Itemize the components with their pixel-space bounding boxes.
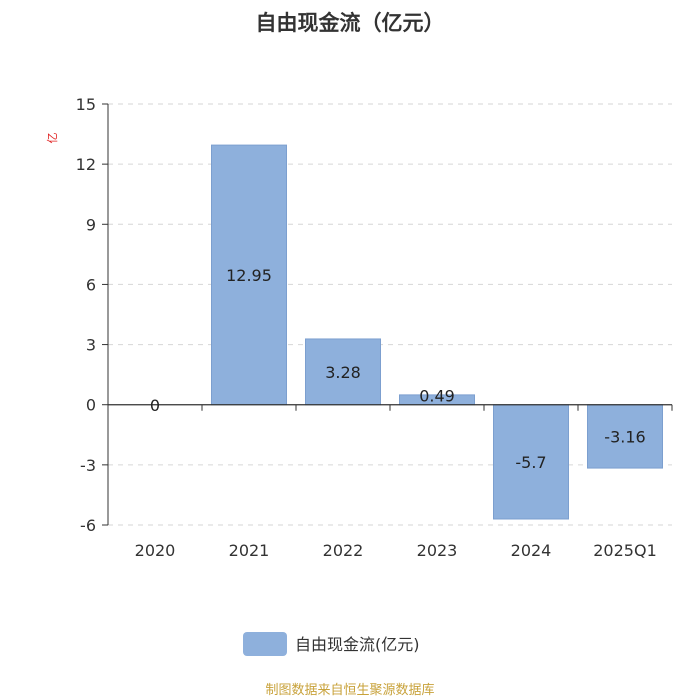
source-note: 制图数据来自恒生聚源数据库 bbox=[265, 682, 434, 698]
y-tick-label: 9 bbox=[86, 215, 96, 234]
y-tick-label: -6 bbox=[80, 516, 96, 535]
bars bbox=[211, 144, 663, 520]
bar-2024[interactable] bbox=[493, 404, 569, 520]
x-tick-label: 2025Q1 bbox=[593, 541, 657, 560]
legend[interactable]: 自由现金流(亿元) bbox=[243, 632, 420, 656]
x-tick-label: 2021 bbox=[229, 541, 270, 560]
x-axis-ticks: 2020 2021 2022 2023 2024 2025Q1 bbox=[135, 541, 657, 560]
x-tick-label: 2023 bbox=[417, 541, 458, 560]
x-tick-label: 2022 bbox=[323, 541, 364, 560]
y-tick-label: 15 bbox=[76, 95, 96, 114]
data-label: -3.16 bbox=[604, 427, 645, 446]
data-label: -5.7 bbox=[515, 453, 546, 472]
x-tick-label: 2024 bbox=[511, 541, 552, 560]
axes bbox=[107, 104, 673, 525]
y-axis-unit: 亿 bbox=[46, 133, 59, 144]
legend-label: 自由现金流(亿元) bbox=[295, 635, 420, 654]
chart-title: 自由现金流（亿元） bbox=[256, 11, 445, 35]
legend-swatch bbox=[243, 632, 287, 656]
data-label: 0 bbox=[150, 396, 160, 415]
y-tick-label: 6 bbox=[86, 275, 96, 294]
grid-lines bbox=[108, 103, 672, 526]
x-tick-label: 2020 bbox=[135, 541, 176, 560]
bar-2021[interactable] bbox=[211, 144, 287, 406]
bar-2022[interactable] bbox=[305, 338, 381, 406]
data-label: 0.49 bbox=[419, 386, 455, 405]
data-label: 12.95 bbox=[226, 266, 272, 285]
y-axis-ticks: 15 12 9 6 3 0 -3 -6 bbox=[76, 95, 108, 535]
y-tick-label: 3 bbox=[86, 336, 96, 355]
y-tick-label: 12 bbox=[76, 155, 96, 174]
data-labels: 0 12.95 3.28 0.49 -5.7 -3.16 bbox=[150, 266, 646, 472]
y-tick-label: -3 bbox=[80, 456, 96, 475]
data-label: 3.28 bbox=[325, 363, 361, 382]
y-tick-label: 0 bbox=[86, 396, 96, 415]
